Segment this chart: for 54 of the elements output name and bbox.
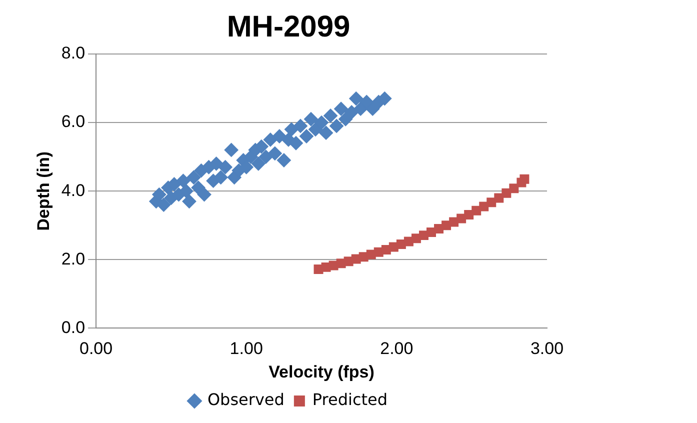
x-axis-title: Velocity (fps) [268,362,374,382]
point [349,92,364,106]
point [360,94,374,109]
point [218,160,232,174]
point [486,198,496,208]
x-tick-label: 0.00 [79,339,113,358]
point [314,116,329,130]
legend-label: Predicted [312,390,388,410]
point [334,102,348,116]
point [324,108,338,123]
point [344,105,359,120]
point [284,122,298,136]
legend-label: Observed [207,390,284,410]
point [293,118,308,133]
chart-title: MH-2099 [226,10,350,44]
point [156,198,171,212]
point [268,146,282,160]
point [308,122,323,136]
point [214,170,228,184]
point [197,188,212,202]
x-tick-label: 3.00 [530,339,564,358]
point [191,180,206,195]
x-tick-label: 2.00 [380,339,414,358]
point [224,142,238,157]
y-axis-title: Depth (in) [34,151,53,231]
point [179,184,194,198]
point [520,174,530,184]
point [288,136,303,150]
y-tick-label: 6.0 [61,112,86,132]
point [338,112,353,126]
point [272,129,286,144]
point [176,174,190,188]
y-tick-label: 2.0 [61,249,86,268]
point [167,177,182,192]
y-tick-label: 4.0 [61,180,86,200]
x-tick-label: 1.00 [230,339,263,358]
y-tick-label: 0.0 [61,318,86,337]
point [251,156,266,171]
point [186,170,201,184]
point [276,153,291,168]
point [182,194,196,208]
point [263,132,278,147]
point [494,193,504,203]
point [330,118,344,133]
point [258,150,273,164]
point [209,156,224,171]
point [299,129,314,144]
y-tick-label: 8.0 [61,44,86,63]
point [319,126,334,140]
point [502,188,512,198]
point [304,112,318,126]
point [479,202,489,212]
point [239,160,254,174]
point [509,184,519,194]
